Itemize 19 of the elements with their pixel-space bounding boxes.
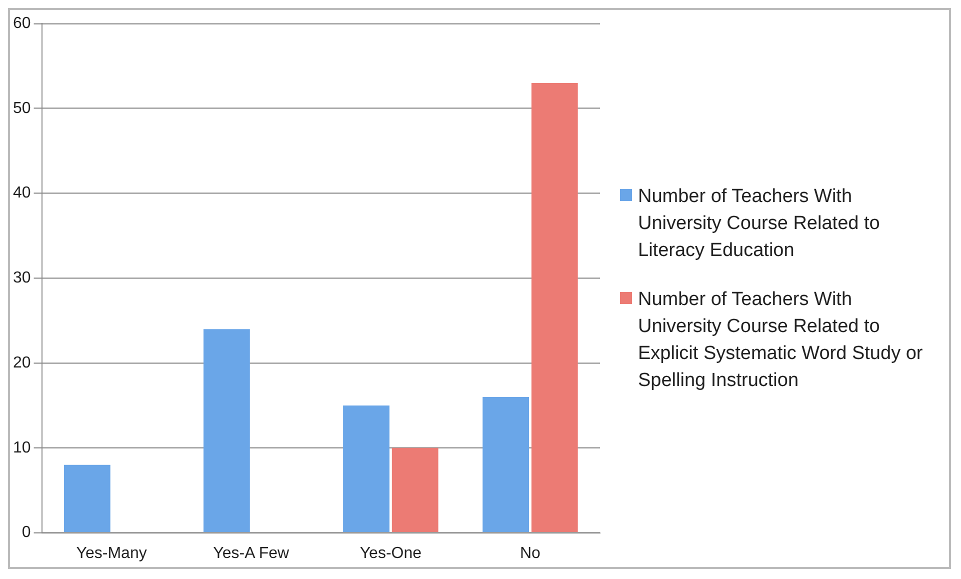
- bar: [482, 397, 530, 532]
- y-tick-label: 0: [22, 524, 31, 542]
- y-tick-label: 20: [13, 354, 31, 372]
- bar: [531, 83, 578, 532]
- y-tick-label: 50: [13, 100, 31, 117]
- x-tick-label: Yes-A Few: [213, 544, 290, 562]
- x-tick-label: Yes-One: [360, 544, 422, 562]
- bar: [64, 464, 110, 532]
- x-tick-label: Yes-Many: [76, 544, 147, 562]
- legend-label: Number of Teachers With University Course Related to Literacy Education: [638, 185, 881, 263]
- bar: [392, 448, 438, 532]
- y-tick-label: 40: [13, 184, 31, 202]
- y-tick-label: 30: [13, 270, 31, 287]
- y-tick-label: 10: [13, 439, 31, 456]
- bar: [204, 329, 250, 532]
- legend-label: Number of Teachers With University Course Related to Explicit Systematic Word Study or Spelling Instruction: [638, 288, 924, 393]
- bar: [343, 406, 390, 532]
- y-tick-label: 60: [13, 15, 31, 32]
- x-tick-label: No: [520, 544, 541, 562]
